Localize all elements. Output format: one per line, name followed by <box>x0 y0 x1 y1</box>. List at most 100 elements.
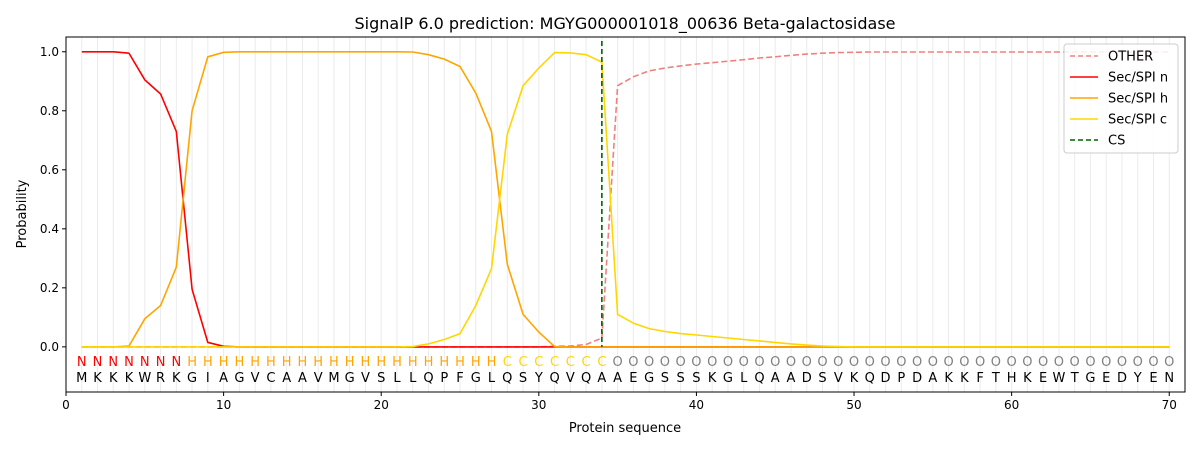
residue-label: P <box>897 371 905 386</box>
region-label: C <box>534 355 543 370</box>
region-label: H <box>345 355 355 370</box>
residue-label: K <box>1023 371 1032 386</box>
x-tick-label: 20 <box>374 398 389 412</box>
y-tick-label: 0.6 <box>40 163 59 177</box>
x-axis-label: Protein sequence <box>569 421 681 436</box>
residue-label: K <box>944 371 953 386</box>
residue-label: D <box>881 371 891 386</box>
region-label: H <box>234 355 244 370</box>
region-label: N <box>171 355 181 370</box>
region-label: O <box>723 355 733 370</box>
residue-label: A <box>928 371 937 386</box>
region-label: H <box>250 355 260 370</box>
region-label: O <box>1133 355 1143 370</box>
legend-label: CS <box>1108 134 1125 149</box>
region-label: N <box>93 355 103 370</box>
region-label: O <box>691 355 701 370</box>
residue-label: V <box>314 371 323 386</box>
y-tick-label: 0.4 <box>40 222 59 236</box>
residue-label: W <box>138 371 151 386</box>
residue-label: E <box>1149 371 1157 386</box>
residue-label: R <box>156 371 165 386</box>
legend-label: Sec/SPI n <box>1108 71 1168 86</box>
region-label: O <box>849 355 859 370</box>
region-label: O <box>833 355 843 370</box>
residue-label: Q <box>754 371 764 386</box>
y-tick-label: 0.0 <box>40 340 59 354</box>
y-axis-label: Probability <box>15 179 30 248</box>
region-label: O <box>1022 355 1032 370</box>
residue-label: A <box>597 371 606 386</box>
residue-label: G <box>723 371 733 386</box>
residue-label: L <box>393 371 401 386</box>
residue-label: V <box>251 371 260 386</box>
residue-label: K <box>172 371 181 386</box>
region-label: N <box>140 355 150 370</box>
region-label: O <box>770 355 780 370</box>
region-label: O <box>754 355 764 370</box>
legend-label: Sec/SPI c <box>1108 113 1167 128</box>
residue-label: P <box>440 371 448 386</box>
residue-label: E <box>1102 371 1110 386</box>
residue-label: K <box>850 371 859 386</box>
residue-label: S <box>519 371 527 386</box>
region-label: O <box>676 355 686 370</box>
residue-label: K <box>93 371 102 386</box>
residue-label: M <box>328 371 339 386</box>
region-label: H <box>408 355 418 370</box>
x-tick-label: 10 <box>216 398 231 412</box>
series-line-sec-spi-c <box>81 51 1170 348</box>
x-tick-label: 70 <box>1162 398 1177 412</box>
residue-label: K <box>109 371 118 386</box>
region-label: C <box>550 355 559 370</box>
y-tick-label: 1.0 <box>40 45 59 59</box>
residue-label: A <box>298 371 307 386</box>
region-label: H <box>455 355 465 370</box>
region-label: H <box>282 355 292 370</box>
region-label: O <box>1085 355 1095 370</box>
region-label: O <box>880 355 890 370</box>
residue-label: M <box>76 371 87 386</box>
region-label: O <box>644 355 654 370</box>
x-tick-label: 40 <box>689 398 704 412</box>
residue-label: V <box>361 371 370 386</box>
residue-label: L <box>409 371 417 386</box>
region-label: H <box>487 355 497 370</box>
plot-frame <box>65 36 1186 393</box>
residue-label: S <box>692 371 700 386</box>
residue-label: A <box>219 371 228 386</box>
residue-label: E <box>1039 371 1047 386</box>
region-label: H <box>187 355 197 370</box>
region-label: N <box>77 355 87 370</box>
residue-label: C <box>266 371 275 386</box>
residue-label: Y <box>534 371 543 386</box>
region-label: C <box>566 355 575 370</box>
legend-label: Sec/SPI h <box>1108 92 1168 107</box>
chart-title: SignalP 6.0 prediction: MGYG000001018_00… <box>354 14 895 34</box>
region-label: C <box>503 355 512 370</box>
y-tick-label: 0.2 <box>40 281 59 295</box>
residue-label: G <box>1085 371 1095 386</box>
residue-label: T <box>1070 371 1079 386</box>
x-tick-label: 30 <box>531 398 546 412</box>
residue-label: Q <box>549 371 559 386</box>
residue-label: G <box>234 371 244 386</box>
residue-label: A <box>771 371 780 386</box>
region-label: O <box>912 355 922 370</box>
residue-label: V <box>566 371 575 386</box>
residue-label: A <box>282 371 291 386</box>
region-label: O <box>943 355 953 370</box>
residue-label: G <box>187 371 197 386</box>
residue-label: D <box>912 371 922 386</box>
region-label: H <box>471 355 481 370</box>
residue-label: K <box>708 371 717 386</box>
residue-label: S <box>677 371 685 386</box>
region-label: H <box>313 355 323 370</box>
residue-label: D <box>1117 371 1127 386</box>
region-label: O <box>1148 355 1158 370</box>
region-label: O <box>896 355 906 370</box>
residue-label: K <box>125 371 134 386</box>
residue-label: W <box>1052 371 1065 386</box>
x-tick-label: 60 <box>1004 398 1019 412</box>
